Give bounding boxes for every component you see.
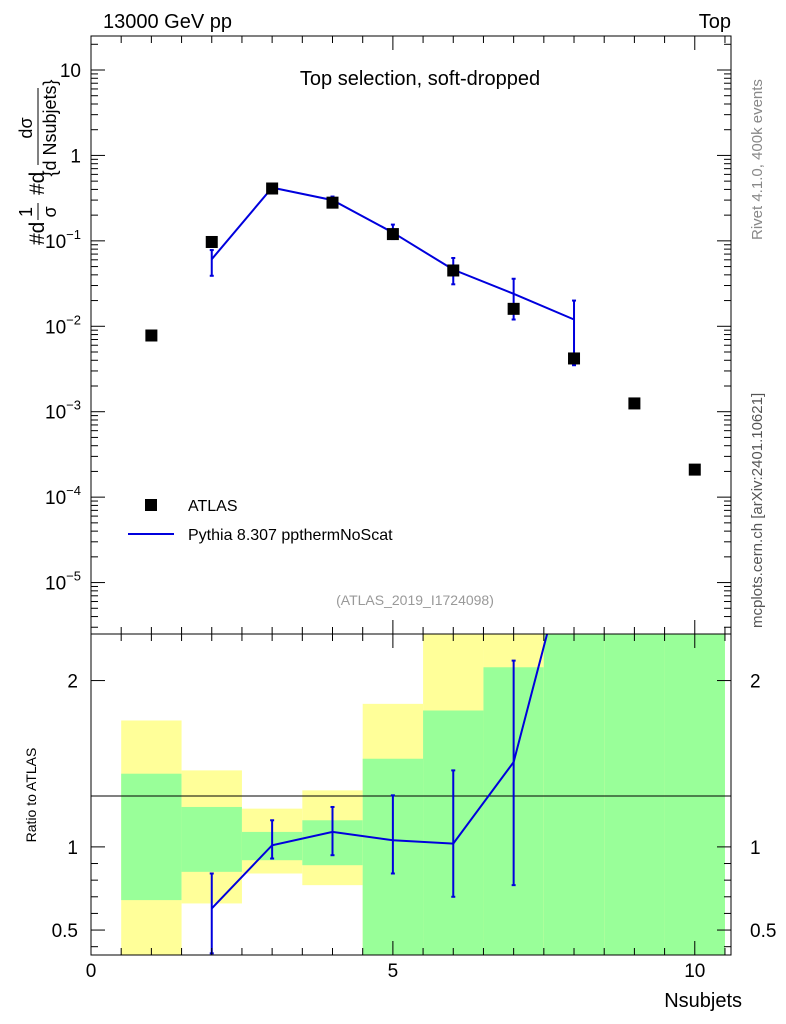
ratio-y-tick-label-right: 1	[750, 838, 761, 859]
data-point	[266, 182, 279, 195]
main-y-tick-label: 1	[70, 146, 81, 167]
main-y-tick-labels: 10−5 10−4 10−3 10−2 10−1 1 10	[45, 61, 81, 595]
data-series	[145, 182, 701, 476]
main-y-tick-label: 10	[60, 61, 81, 82]
main-y-tick-label: 10−2	[45, 312, 81, 338]
main-axis-ticks	[90, 36, 731, 634]
ratio-y-tick-labels: 0.5 0.5 1 1 2 2	[52, 672, 777, 942]
ylabel-frac1-numerator: 1	[16, 207, 36, 217]
legend-label-pythia: Pythia 8.307 ppthermNoScat	[188, 527, 393, 544]
header-process-label: Top	[699, 11, 731, 33]
x-tick-label: 10	[684, 961, 705, 982]
ratio-band-inner	[181, 806, 242, 872]
legend-marker-atlas	[145, 499, 157, 511]
x-axis-label: Nsubjets	[664, 990, 742, 1012]
main-y-axis-label: #d 1 σ #d dσ {d Nsubjets}	[16, 79, 60, 245]
chart-title: Top selection, soft-dropped	[300, 68, 540, 90]
x-tick-label: 5	[388, 961, 399, 982]
main-panel: 10−5 10−4 10−3 10−2 10−1 1 10 Top selection, s…	[16, 35, 732, 635]
mc-line	[210, 186, 575, 321]
ratio-y-tick-label: 0.5	[52, 921, 78, 942]
ylabel-part1: #d	[26, 222, 49, 245]
data-point	[507, 302, 520, 315]
ratio-y-tick-label: 2	[67, 672, 78, 693]
ratio-band-inner	[664, 634, 725, 955]
ratio-plot-frame	[90, 633, 732, 956]
ylabel-part2: #d	[26, 172, 49, 195]
data-point	[447, 264, 460, 277]
ratio-y-tick-label-right: 0.5	[750, 921, 776, 942]
main-y-tick-label: 10−4	[45, 483, 81, 509]
data-point	[145, 329, 158, 342]
main-plot-frame	[90, 35, 732, 635]
ratio-y-tick-label-right: 2	[750, 672, 761, 693]
legend: ATLAS Pythia 8.307 ppthermNoScat	[128, 498, 393, 544]
data-point	[205, 235, 218, 248]
ratio-band-inner	[604, 634, 665, 955]
ratio-mc-series	[209, 634, 549, 955]
data-point	[688, 463, 701, 476]
main-y-tick-label: 10−3	[45, 398, 81, 424]
data-point	[628, 397, 641, 410]
main-y-tick-label: 10−1	[45, 227, 81, 253]
header-energy-label: 13000 GeV pp	[103, 11, 232, 33]
ratio-axis-ticks	[90, 634, 731, 955]
x-tick-label: 0	[86, 961, 97, 982]
ratio-band-inner	[121, 773, 182, 901]
main-y-tick-label: 10−5	[45, 569, 81, 595]
mc-series	[209, 184, 577, 367]
ratio-panel: 0.5 0.5 1 1 2 2 0 5 10 Ratio to ATLAS Nsubjets	[23, 633, 777, 1012]
legend-label-atlas: ATLAS	[188, 498, 238, 515]
data-point	[568, 352, 581, 365]
ylabel-frac2-denominator: {d Nsubjets}	[40, 79, 60, 176]
ylabel-frac1-denominator: σ	[40, 206, 60, 217]
rivet-version-label: Rivet 4.1.0, 400k events	[749, 79, 766, 240]
x-tick-labels: 0 5 10	[86, 961, 706, 982]
ylabel-frac2-numerator: dσ	[16, 117, 36, 138]
ratio-y-axis-label: Ratio to ATLAS	[23, 748, 39, 843]
ratio-y-tick-label: 1	[67, 838, 78, 859]
data-point	[326, 196, 339, 209]
mcplots-reference-label: mcplots.cern.ch [arXiv:2401.10621]	[749, 393, 766, 628]
ratio-band-inner	[543, 634, 605, 955]
data-point	[386, 228, 399, 241]
analysis-reference: (ATLAS_2019_I1724098)	[336, 592, 494, 608]
